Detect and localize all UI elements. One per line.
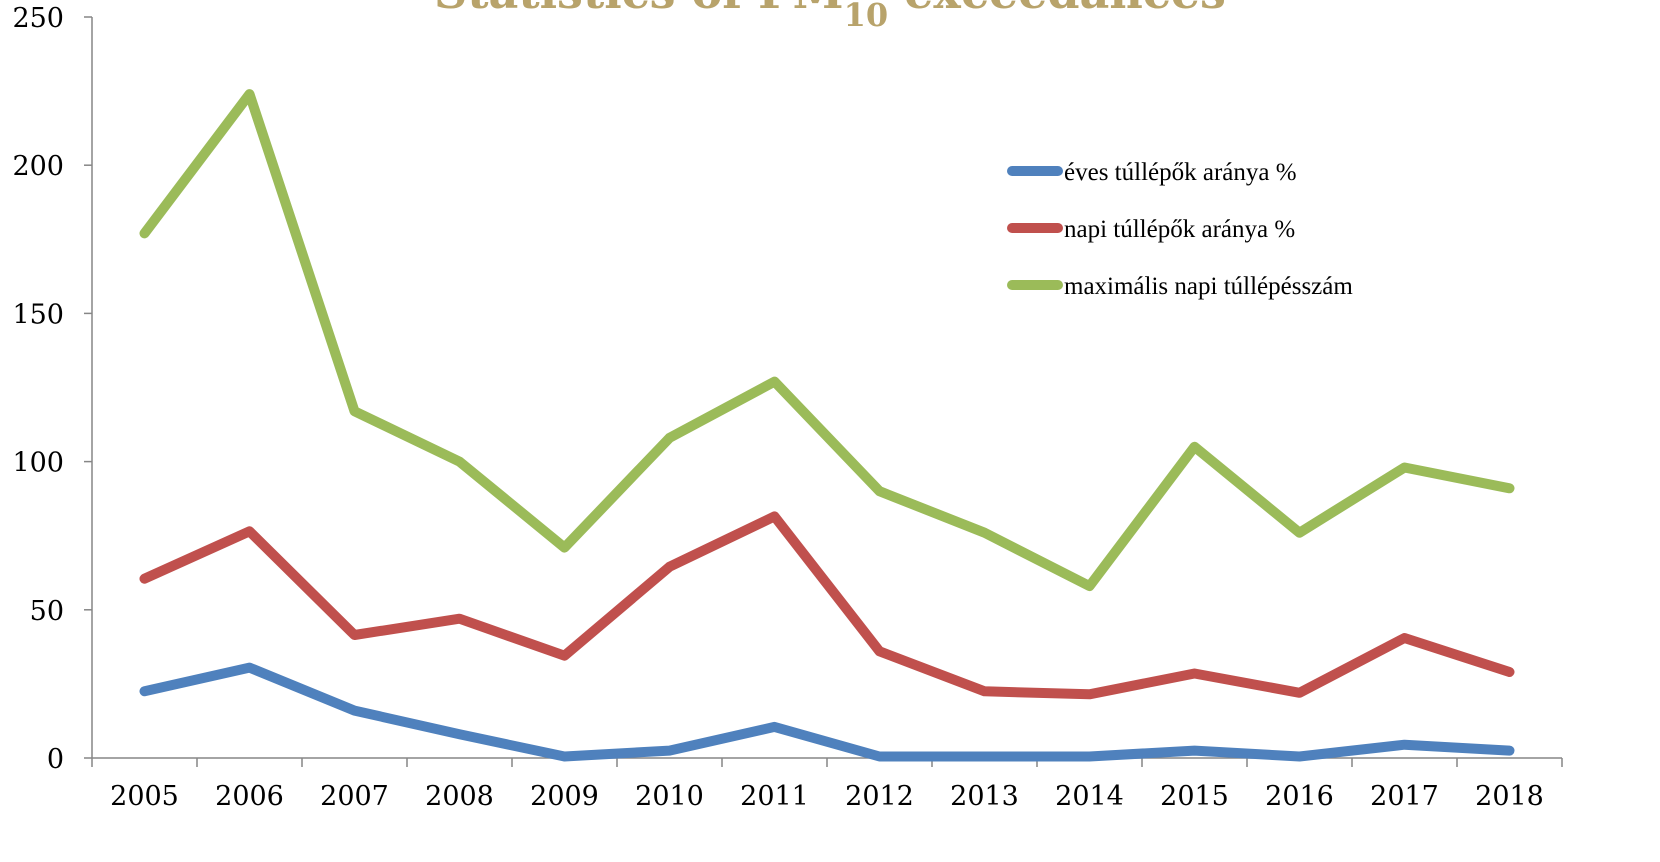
series-line: [139, 662, 1515, 762]
series-line: [139, 89, 1515, 592]
data-point: [354, 710, 355, 712]
data-point: [1299, 532, 1300, 534]
data-point: [984, 532, 985, 534]
data-point: [1089, 585, 1090, 587]
y-tick-label: 100: [12, 448, 64, 479]
data-point: [669, 566, 670, 568]
data-point: [669, 437, 670, 439]
data-point: [564, 547, 565, 549]
data-point: [1089, 756, 1090, 758]
data-point: [1404, 744, 1405, 746]
x-tick-label: 2006: [215, 781, 284, 812]
y-axis: 0 50 100 150 200 250: [12, 3, 93, 775]
data-point: [1299, 756, 1300, 758]
data-point: [144, 578, 145, 580]
y-tick-label: 50: [30, 596, 64, 627]
x-tick-label: 2010: [635, 781, 704, 812]
x-tick-label: 2012: [845, 781, 914, 812]
data-point: [774, 381, 775, 383]
x-tick-label: 2009: [530, 781, 599, 812]
data-point: [1404, 467, 1405, 469]
x-tick-label: 2015: [1160, 781, 1229, 812]
y-tick-label: 0: [47, 744, 64, 775]
data-point: [144, 232, 145, 234]
data-point: [1194, 750, 1195, 752]
y-tick-label: 200: [12, 151, 64, 182]
data-point: [1509, 750, 1510, 752]
data-point: [879, 490, 880, 492]
data-point: [669, 750, 670, 752]
x-tick-label: 2011: [740, 781, 809, 812]
y-tick-label: 150: [12, 299, 64, 330]
data-point: [774, 726, 775, 728]
data-point: [564, 756, 565, 758]
data-point: [1404, 637, 1405, 639]
x-tick-label: 2018: [1475, 781, 1544, 812]
chart-title: Statistics of PM10 exceedances: [434, 0, 1226, 34]
data-point: [249, 93, 250, 95]
data-point: [1089, 693, 1090, 695]
data-point: [879, 650, 880, 652]
x-tick-label: 2014: [1055, 781, 1124, 812]
data-point: [144, 690, 145, 692]
data-point: [249, 667, 250, 669]
data-point: [984, 690, 985, 692]
data-point: [984, 756, 985, 758]
data-point: [1194, 446, 1195, 448]
x-axis: 2005 2006 2007 2008 2009 2010 2011 2012 2013 2014…: [91, 757, 1563, 812]
data-point: [459, 461, 460, 463]
data-point: [1194, 673, 1195, 675]
x-tick-label: 2013: [950, 781, 1019, 812]
data-point: [1509, 671, 1510, 673]
data-point: [1299, 692, 1300, 694]
x-tick-label: 2007: [320, 781, 389, 812]
data-point: [249, 530, 250, 532]
data-point: [1509, 487, 1510, 489]
x-tick-label: 2016: [1265, 781, 1334, 812]
x-tick-label: 2008: [425, 781, 494, 812]
data-point: [459, 618, 460, 620]
chart-title-main: Statistics of PM: [434, 0, 844, 19]
chart-title-suffix: exceedances: [888, 0, 1226, 19]
data-point: [354, 410, 355, 412]
legend: éves túllépők aránya % napi túllépők arán…: [1007, 159, 1353, 300]
x-tick-label: 2005: [110, 781, 179, 812]
data-point: [879, 756, 880, 758]
legend-label: maximális napi túllépésszám: [1064, 273, 1353, 300]
y-tick-label: 250: [12, 3, 64, 34]
data-point: [564, 655, 565, 657]
series-lines: [139, 89, 1515, 762]
legend-label: napi túllépők aránya %: [1064, 216, 1295, 243]
series-line: [139, 511, 1515, 700]
x-tick-label: 2017: [1370, 781, 1439, 812]
chart-title-subscript: 10: [844, 0, 889, 34]
data-point: [459, 733, 460, 735]
data-point: [774, 515, 775, 517]
data-point: [354, 634, 355, 636]
legend-label: éves túllépők aránya %: [1064, 159, 1297, 186]
